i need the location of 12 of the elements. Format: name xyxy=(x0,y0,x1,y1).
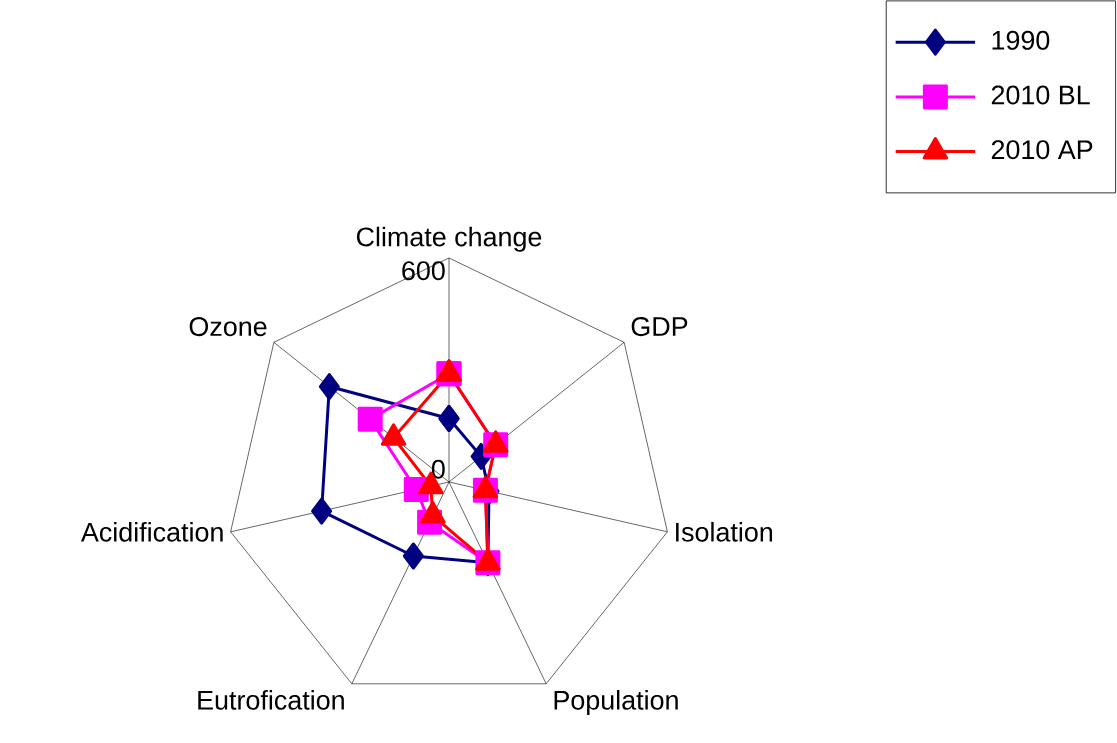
spoke-label: Climate change xyxy=(356,226,542,252)
spoke-label: Isolation xyxy=(676,521,773,542)
spoke-label: GDP xyxy=(631,317,688,337)
spoke-label: Acidification xyxy=(80,521,223,542)
legend-label: 1990 xyxy=(992,30,1050,50)
spoke-label: Eutrofication xyxy=(198,689,344,710)
spoke-label: Ozone xyxy=(189,317,267,337)
y-tick-label: 600 xyxy=(402,261,445,281)
spoke-label: Population xyxy=(554,689,678,716)
y-tick-label: 0 xyxy=(431,459,445,479)
legend-label: 2010 BL xyxy=(991,85,1090,105)
legend-label: 2010 AP xyxy=(991,140,1093,160)
